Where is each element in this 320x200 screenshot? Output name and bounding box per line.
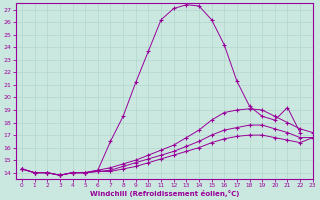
X-axis label: Windchill (Refroidissement éolien,°C): Windchill (Refroidissement éolien,°C)	[90, 190, 239, 197]
